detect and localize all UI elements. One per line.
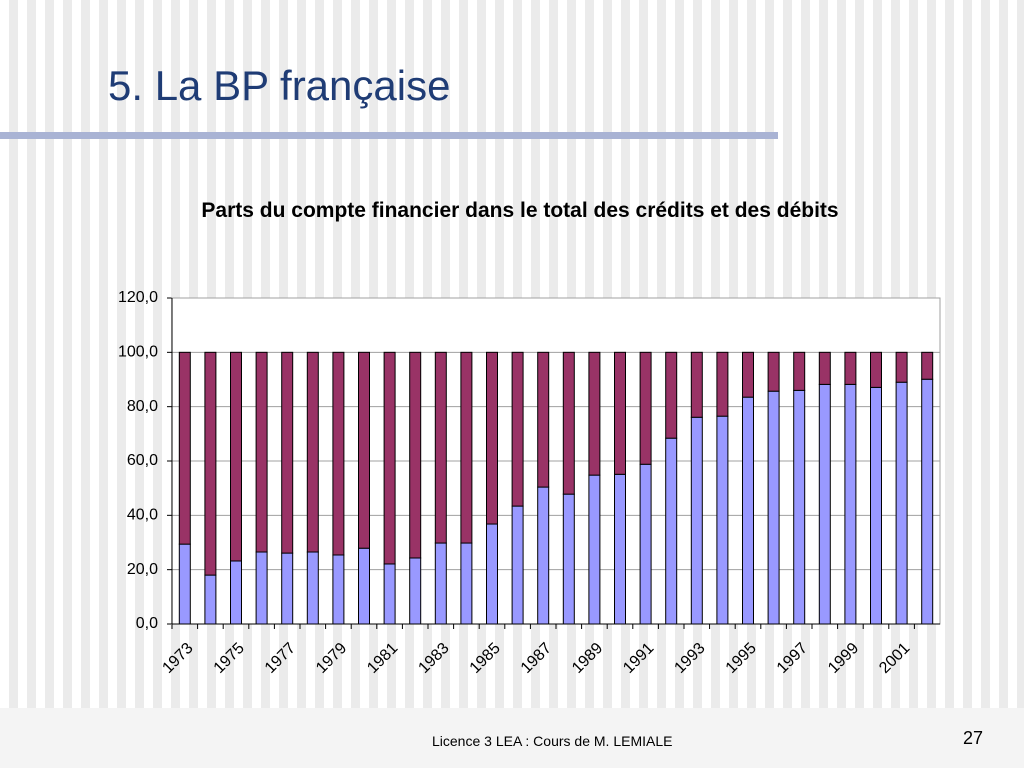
bar-segment — [332, 351, 345, 556]
x-tick-label: 1995 — [723, 640, 760, 677]
bar-segment — [383, 351, 396, 565]
slide-title: 5. La BP française — [108, 62, 451, 109]
bar-segment — [767, 351, 780, 392]
bar-segment — [614, 351, 626, 475]
bar-segment — [409, 557, 422, 625]
bar-segment — [665, 437, 678, 625]
bar-segment — [793, 351, 806, 391]
x-tick-label: 1987 — [518, 640, 555, 677]
bar-segment — [306, 351, 319, 553]
bar-segment — [716, 415, 729, 625]
bar-segment — [639, 351, 652, 465]
bar-segment — [562, 493, 575, 625]
footer: Licence 3 LEA : Cours de M. LEMIALE — [432, 733, 673, 749]
bar-segment — [588, 474, 601, 625]
bar-segment — [818, 383, 831, 625]
y-tick-label: 20,0 — [127, 561, 158, 578]
bar-segment — [178, 351, 191, 545]
bar-segment — [486, 351, 498, 525]
x-tick-label: 2001 — [876, 640, 913, 677]
bar-segment — [434, 351, 447, 544]
bar-segment — [204, 574, 217, 625]
x-tick-label: 1993 — [671, 640, 708, 677]
x-tick-label: 1999 — [825, 640, 862, 677]
bar-segment — [409, 351, 422, 559]
y-tick-label: 100,0 — [118, 344, 158, 361]
y-tick-label: 40,0 — [127, 507, 158, 524]
footer-band — [0, 708, 1024, 768]
bar-segment — [486, 523, 498, 625]
x-tick-label: 1975 — [211, 640, 248, 677]
bar-segment — [255, 551, 268, 625]
bar-segment — [511, 505, 524, 625]
bar-segment — [844, 351, 857, 385]
x-tick-label: 1989 — [569, 640, 606, 677]
bar-segment — [588, 351, 601, 476]
bar-segment — [844, 383, 857, 625]
y-tick-label: 80,0 — [127, 398, 158, 415]
bar-segment — [665, 351, 678, 439]
bar-segment — [767, 390, 780, 625]
bar-segment — [870, 351, 882, 388]
bar-segment — [358, 547, 370, 625]
bar-segment — [178, 543, 191, 625]
bar-segment — [870, 386, 882, 625]
bar-segment — [716, 351, 729, 417]
y-tick-label: 0,0 — [136, 615, 158, 632]
bar-segment — [639, 463, 652, 625]
bar-segment — [895, 351, 908, 383]
bar-segment — [537, 351, 550, 488]
x-tick-label: 1997 — [774, 640, 811, 677]
chart: 0,0 20,0 40,0 60,0 80,0 100,0 120,0 1973 1975 197… — [118, 289, 941, 677]
x-tick-label: 1985 — [467, 640, 504, 677]
bar-segment — [230, 351, 242, 562]
bar-segment — [818, 351, 831, 385]
bar-segment — [511, 351, 524, 507]
bar-segment — [281, 351, 294, 554]
page-number: 27 — [963, 728, 984, 748]
y-tick-label: 60,0 — [127, 452, 158, 469]
x-tick-label: 1979 — [313, 640, 350, 677]
x-tick-label: 1983 — [415, 640, 452, 677]
bar-segment — [230, 560, 242, 625]
bar-segment — [358, 351, 370, 549]
chart-title: Parts du compte financier dans le total … — [201, 199, 839, 222]
bar-segment — [742, 396, 754, 625]
bar-segment — [690, 351, 703, 418]
bar-segment — [460, 351, 473, 544]
bar-segment — [204, 351, 217, 576]
bar-segment — [383, 563, 396, 625]
bar-segment — [793, 389, 806, 625]
x-tick-label: 1981 — [364, 640, 401, 677]
bar-segment — [537, 486, 550, 625]
title-rule — [0, 132, 778, 139]
bar-segment — [921, 351, 934, 380]
bar-segment — [921, 378, 934, 625]
bar-segment — [562, 351, 575, 495]
x-tick-label: 1991 — [620, 640, 657, 677]
bar-segment — [690, 416, 703, 625]
bar-segment — [255, 351, 268, 553]
bar-segment — [742, 351, 754, 398]
bar-segment — [460, 542, 473, 625]
bar-segment — [306, 551, 319, 625]
bar-segment — [434, 542, 447, 625]
bar-segment — [281, 552, 294, 625]
y-tick-label: 120,0 — [118, 289, 158, 306]
bar-segment — [332, 554, 345, 625]
x-tick-label: 1977 — [262, 640, 299, 677]
bar-segment — [895, 381, 908, 625]
bar-segment — [614, 473, 626, 625]
x-tick-label: 1973 — [159, 640, 196, 677]
